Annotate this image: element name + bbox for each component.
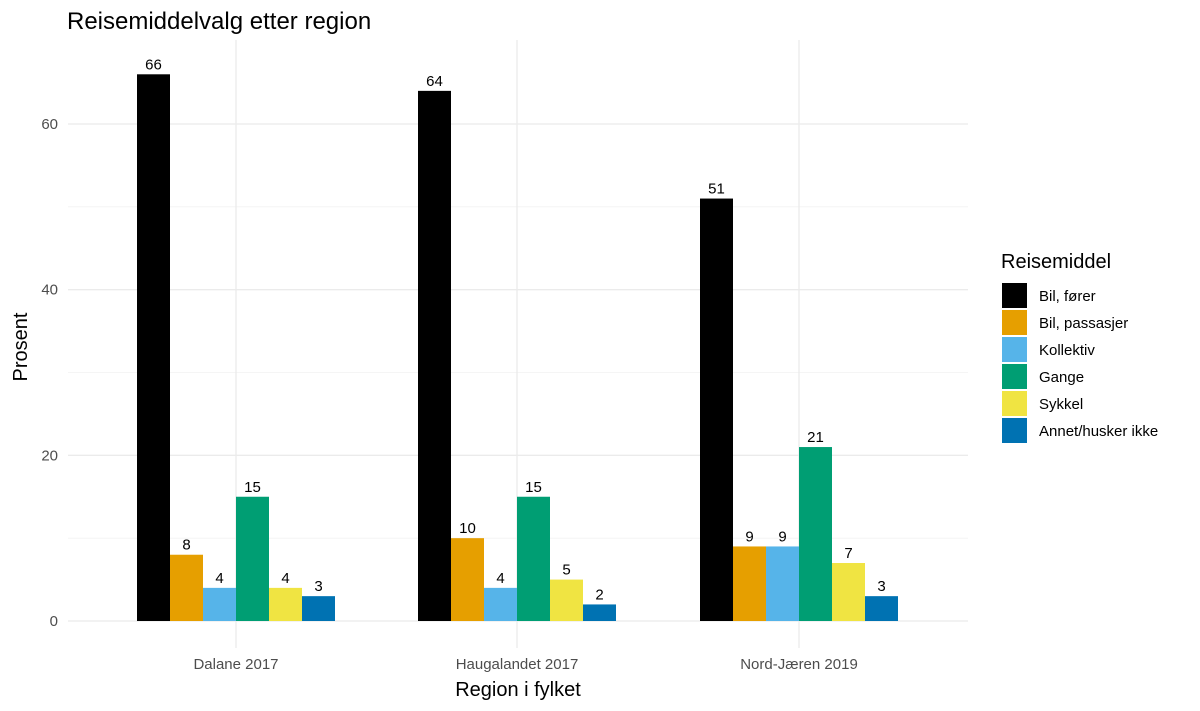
- x-tick-label: Nord-Jæren 2019: [740, 656, 858, 673]
- legend-swatch: [1002, 337, 1027, 362]
- bar: [170, 554, 203, 621]
- y-tick-label: 60: [41, 116, 58, 133]
- bar: [269, 587, 302, 621]
- bar: [733, 546, 766, 621]
- bar: [550, 579, 583, 621]
- bar: [137, 74, 170, 622]
- bar: [302, 596, 335, 621]
- bar-value-label: 64: [426, 73, 443, 90]
- bar-value-label: 3: [314, 578, 322, 595]
- bar: [451, 538, 484, 621]
- legend-swatch: [1002, 364, 1027, 389]
- legend-label: Bil, fører: [1039, 288, 1096, 305]
- bar-value-label: 66: [145, 56, 162, 73]
- bar: [832, 563, 865, 621]
- x-axis-title: Region i fylket: [455, 679, 581, 701]
- bar-value-label: 51: [708, 181, 725, 198]
- legend-label: Annet/husker ikke: [1039, 423, 1158, 440]
- bar: [865, 596, 898, 621]
- bar: [700, 198, 733, 622]
- bar-value-label: 2: [595, 586, 603, 603]
- bar-value-label: 10: [459, 520, 476, 537]
- bar-value-label: 4: [496, 570, 504, 587]
- bar: [418, 90, 451, 621]
- legend-label: Gange: [1039, 369, 1084, 386]
- x-tick-label: Haugalandet 2017: [456, 656, 579, 673]
- bar: [517, 496, 550, 621]
- legend-label: Bil, passasjer: [1039, 315, 1128, 332]
- x-tick-labels: Dalane 2017 Haugalandet 2017 Nord-Jæren 20…: [193, 656, 857, 673]
- bar-value-label: 15: [525, 479, 542, 496]
- legend: Reisemiddel Bil, fører Bil, passasjer Koll…: [1001, 251, 1158, 443]
- bar-value-label: 4: [215, 570, 223, 587]
- bar: [203, 587, 236, 621]
- y-tick-labels: 0 20 40 60: [41, 116, 58, 630]
- bar-labels: 66 8 4 15 4 3 64 10 4 15 5 2 51 9 9 21 7 3: [145, 56, 886, 603]
- bar: [799, 447, 832, 621]
- bar: [583, 604, 616, 621]
- legend-label: Kollektiv: [1039, 342, 1095, 359]
- legend-label: Sykkel: [1039, 396, 1083, 413]
- y-tick-label: 20: [41, 447, 58, 464]
- bar-value-label: 5: [562, 562, 570, 579]
- bar-value-label: 9: [745, 528, 753, 545]
- legend-title: Reisemiddel: [1001, 251, 1111, 273]
- bar: [236, 496, 269, 621]
- legend-swatch: [1002, 418, 1027, 443]
- legend-swatch: [1002, 283, 1027, 308]
- bar-value-label: 15: [244, 479, 261, 496]
- bar-value-label: 21: [807, 429, 824, 446]
- bar-value-label: 8: [182, 537, 190, 554]
- bar: [484, 587, 517, 621]
- legend-swatch: [1002, 310, 1027, 335]
- y-tick-label: 40: [41, 282, 58, 299]
- bar: [766, 546, 799, 621]
- chart-title: Reisemiddelvalg etter region: [67, 8, 371, 35]
- y-tick-label: 0: [50, 613, 58, 630]
- legend-swatch: [1002, 391, 1027, 416]
- bars: [137, 74, 898, 622]
- bar-value-label: 7: [844, 545, 852, 562]
- bar-value-label: 3: [877, 578, 885, 595]
- x-tick-label: Dalane 2017: [193, 656, 278, 673]
- bar-value-label: 9: [778, 528, 786, 545]
- y-axis-title: Prosent: [10, 312, 32, 381]
- bar-value-label: 4: [281, 570, 289, 587]
